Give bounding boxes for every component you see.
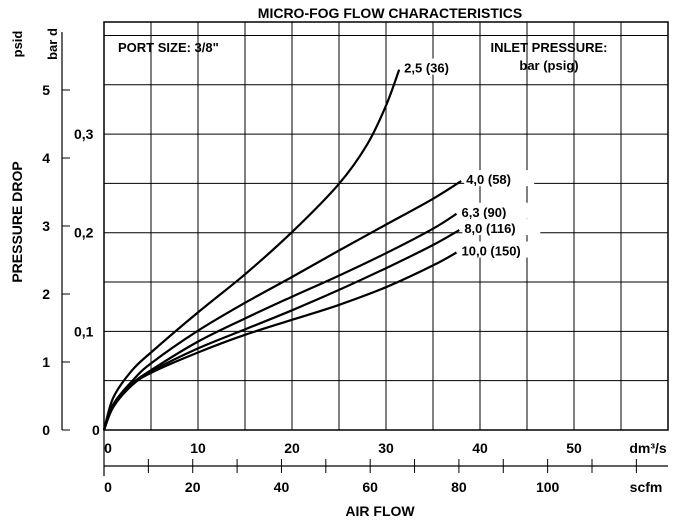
series-label-bg bbox=[402, 58, 473, 75]
x-unit-secondary: scfm bbox=[630, 479, 663, 495]
x-tick-label-secondary: 100 bbox=[536, 479, 560, 495]
series-line-3 bbox=[102, 212, 458, 431]
series-label-bg bbox=[462, 219, 541, 236]
y-tick-label-bar: 0 bbox=[92, 422, 100, 438]
chart-title: MICRO-FOG FLOW CHARACTERISTICS bbox=[258, 5, 522, 21]
y-tick-label-bar: 0,2 bbox=[74, 225, 94, 241]
series-label-3: 6,3 (90) bbox=[462, 205, 507, 220]
y-unit-psid: psid bbox=[10, 31, 25, 58]
y-tick-label-psid: 2 bbox=[42, 286, 50, 302]
x-tick-label-primary: 50 bbox=[566, 440, 582, 456]
x-tick-label-secondary: 20 bbox=[185, 479, 201, 495]
legend-title-1: INLET PRESSURE: bbox=[490, 40, 607, 55]
series-line-4 bbox=[102, 229, 460, 431]
x-unit-primary: dm³/s bbox=[629, 440, 667, 456]
x-tick-label-secondary: 60 bbox=[362, 479, 378, 495]
series-line-2 bbox=[102, 180, 462, 431]
x-tick-label-primary: 20 bbox=[284, 440, 300, 456]
y-tick-label-bar: 0,3 bbox=[74, 126, 94, 142]
x-tick-label-secondary: 80 bbox=[451, 479, 467, 495]
series-line-5 bbox=[102, 251, 458, 431]
y-tick-label-psid: 3 bbox=[42, 218, 50, 234]
x-tick-label-secondary: 0 bbox=[104, 479, 112, 495]
series-label-1: 2,5 (36) bbox=[404, 61, 449, 76]
series-label-bg bbox=[464, 170, 535, 187]
x-tick-label-primary: 10 bbox=[190, 440, 206, 456]
series-label-4: 8,0 (116) bbox=[464, 221, 515, 236]
series-label-5: 10,0 (150) bbox=[462, 244, 521, 259]
y-tick-label-psid: 4 bbox=[42, 150, 50, 166]
series-line-1 bbox=[102, 69, 401, 431]
y-tick-label-psid: 5 bbox=[42, 82, 50, 98]
x-tick-label-primary: 30 bbox=[378, 440, 394, 456]
y-tick-label-psid: 1 bbox=[42, 354, 50, 370]
series-label-2: 4,0 (58) bbox=[466, 172, 511, 187]
port-size-label: PORT SIZE: 3/8" bbox=[118, 40, 219, 55]
x-tick-label-primary: 0 bbox=[104, 440, 112, 456]
x-axis-label: AIR FLOW bbox=[345, 503, 415, 519]
y-axis-label: PRESSURE DROP bbox=[9, 161, 25, 282]
series-label-bg bbox=[459, 202, 530, 219]
x-tick-label-primary: 40 bbox=[472, 440, 488, 456]
x-tick-label-secondary: 40 bbox=[274, 479, 290, 495]
series-label-bg bbox=[459, 241, 546, 258]
y-unit-bar: bar d bbox=[45, 28, 60, 60]
legend-title-2: bar (psig) bbox=[519, 58, 578, 73]
y-tick-label-psid: 0 bbox=[42, 422, 50, 438]
y-tick-label-bar: 0,1 bbox=[74, 323, 94, 339]
